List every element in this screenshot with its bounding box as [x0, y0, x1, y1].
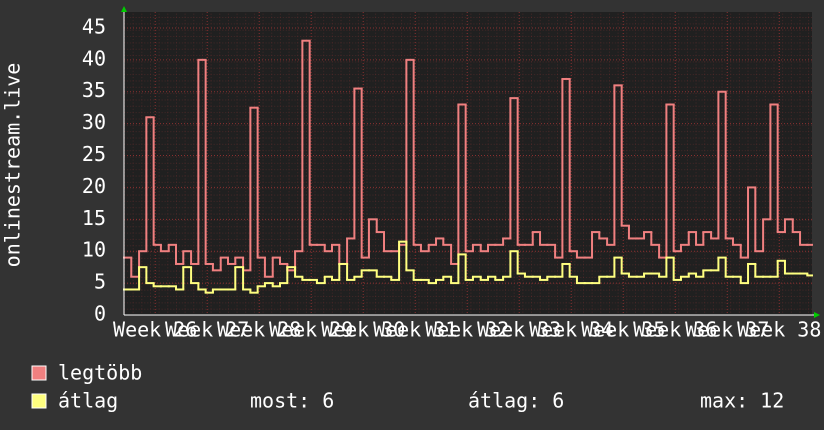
- legend-swatch: [31, 365, 47, 381]
- legend-label: átlag: [58, 389, 118, 413]
- stat-value: 12: [760, 389, 784, 413]
- y-arrow: [121, 6, 127, 12]
- y-tick-label: 35: [82, 78, 106, 102]
- x-tick-label: Week 31: [373, 318, 457, 342]
- stat-value: 6: [322, 389, 334, 413]
- stat-label: most:: [250, 389, 310, 413]
- y-tick-label: 30: [82, 110, 106, 134]
- x-tick-label: Week 35: [581, 318, 665, 342]
- y-tick-label: 20: [82, 174, 106, 198]
- x-tick-label: Week 34: [529, 318, 613, 342]
- minor-grid: [124, 12, 812, 315]
- x-tick-label: Week 33: [477, 318, 561, 342]
- y-tick-label: 10: [82, 238, 106, 262]
- x-tick-label: Week 28: [217, 318, 301, 342]
- x-arrow: [814, 312, 820, 318]
- y-tick-label: 15: [82, 206, 106, 230]
- legend-label: legtöbb: [58, 361, 142, 385]
- x-tick-label: Week 29: [269, 318, 353, 342]
- x-tick-label: Week 30: [321, 318, 405, 342]
- x-tick-label: Week 36: [633, 318, 717, 342]
- y-tick-label: 25: [82, 142, 106, 166]
- y-tick-label: 40: [82, 46, 106, 70]
- y-tick-label: 5: [94, 270, 106, 294]
- stat-value: 6: [552, 389, 564, 413]
- x-tick-label: Week 27: [165, 318, 249, 342]
- x-tick-label: Week 37: [685, 318, 769, 342]
- stat-label: max:: [700, 389, 748, 413]
- y-tick-label: 45: [82, 14, 106, 38]
- y-axis-title: onlinestream.live: [1, 63, 25, 268]
- y-tick-label: 0: [94, 302, 106, 326]
- x-tick-label: Week 32: [425, 318, 509, 342]
- x-tick-label: Week 26: [113, 318, 197, 342]
- x-tick-label: Week 38: [737, 318, 821, 342]
- legend-swatch: [31, 393, 47, 409]
- stat-label: átlag:: [468, 389, 540, 413]
